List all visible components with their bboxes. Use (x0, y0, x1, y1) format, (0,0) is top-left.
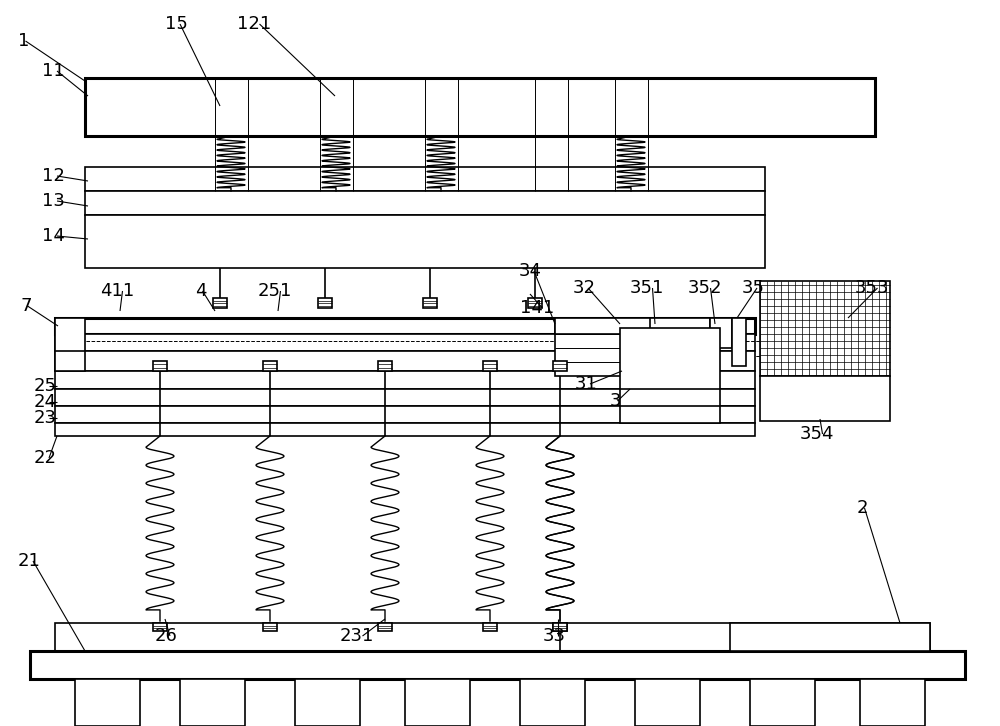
Bar (732, 318, 746, 366)
Text: 354: 354 (800, 425, 834, 443)
Bar (710, 318, 732, 348)
Bar (153, 623, 167, 631)
Bar (55, 389, 755, 406)
Bar (553, 361, 567, 371)
Text: 351: 351 (630, 279, 664, 297)
Text: 141: 141 (520, 299, 554, 317)
Bar (483, 623, 497, 631)
Bar (553, 623, 567, 631)
Text: 15: 15 (165, 15, 188, 33)
Bar (405, 679, 470, 726)
Text: 2: 2 (857, 499, 868, 517)
Bar (555, 318, 710, 334)
Bar (85, 167, 765, 191)
Bar (318, 298, 332, 308)
Bar (85, 191, 765, 215)
Text: 25: 25 (34, 377, 57, 395)
Bar (75, 679, 140, 726)
Bar (553, 623, 567, 631)
Bar (30, 651, 965, 679)
Bar (55, 371, 755, 389)
Bar (55, 406, 755, 423)
Bar (378, 361, 392, 371)
Text: 11: 11 (42, 62, 65, 80)
Text: 34: 34 (519, 262, 542, 280)
Text: 353: 353 (855, 279, 890, 297)
Text: 35: 35 (742, 279, 765, 297)
Bar (730, 623, 930, 651)
Bar (635, 679, 700, 726)
Text: 33: 33 (543, 627, 566, 645)
Bar (55, 318, 85, 371)
Text: 411: 411 (100, 282, 134, 300)
Bar (860, 679, 925, 726)
Bar (378, 623, 392, 631)
Bar (55, 623, 930, 651)
Text: 23: 23 (34, 409, 57, 427)
Bar (423, 298, 437, 308)
Bar (295, 679, 360, 726)
Bar (528, 298, 542, 308)
Bar (153, 361, 167, 371)
Bar (650, 318, 710, 376)
Text: 3: 3 (610, 392, 622, 410)
Bar (760, 281, 890, 376)
Text: 7: 7 (20, 297, 32, 315)
Text: 13: 13 (42, 192, 65, 210)
Bar (620, 328, 720, 423)
Text: 352: 352 (688, 279, 722, 297)
Text: 251: 251 (258, 282, 292, 300)
Bar (760, 376, 890, 421)
Text: 31: 31 (575, 375, 598, 393)
Bar (555, 318, 650, 376)
Bar (55, 318, 755, 334)
Bar (263, 361, 277, 371)
Text: 32: 32 (573, 279, 596, 297)
Bar (55, 334, 755, 351)
Bar (85, 78, 875, 136)
Text: 21: 21 (18, 552, 41, 570)
Text: 12: 12 (42, 167, 65, 185)
Bar (520, 679, 585, 726)
Text: 231: 231 (340, 627, 374, 645)
Bar (55, 423, 755, 436)
Bar (213, 298, 227, 308)
Text: 24: 24 (34, 393, 57, 411)
Bar (263, 623, 277, 631)
Bar (85, 215, 765, 268)
Bar (483, 361, 497, 371)
Text: 22: 22 (34, 449, 57, 467)
Text: 14: 14 (42, 227, 65, 245)
Bar (750, 679, 815, 726)
Bar (55, 351, 755, 371)
Text: 26: 26 (155, 627, 178, 645)
Text: 4: 4 (195, 282, 207, 300)
Bar (180, 679, 245, 726)
Text: 121: 121 (237, 15, 271, 33)
Text: 1: 1 (18, 32, 29, 50)
